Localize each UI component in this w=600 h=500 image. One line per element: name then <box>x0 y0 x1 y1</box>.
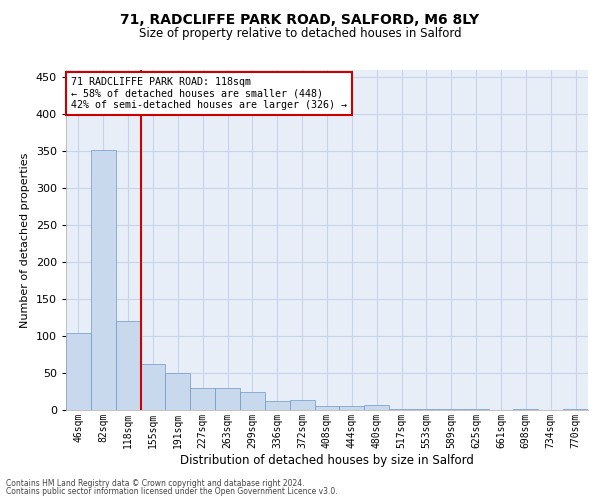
Text: Size of property relative to detached houses in Salford: Size of property relative to detached ho… <box>139 28 461 40</box>
Bar <box>166 373 190 410</box>
Bar <box>389 408 414 410</box>
Bar <box>215 388 240 410</box>
Bar <box>290 400 314 410</box>
Bar <box>314 406 340 410</box>
Text: Contains public sector information licensed under the Open Government Licence v3: Contains public sector information licen… <box>6 487 338 496</box>
Bar <box>364 405 389 410</box>
Bar <box>140 364 166 410</box>
Bar <box>240 392 265 410</box>
X-axis label: Distribution of detached houses by size in Salford: Distribution of detached houses by size … <box>180 454 474 466</box>
Bar <box>116 322 140 410</box>
Text: Contains HM Land Registry data © Crown copyright and database right 2024.: Contains HM Land Registry data © Crown c… <box>6 478 305 488</box>
Bar <box>66 333 91 410</box>
Bar <box>91 150 116 410</box>
Bar <box>190 388 215 410</box>
Y-axis label: Number of detached properties: Number of detached properties <box>20 152 30 328</box>
Text: 71 RADCLIFFE PARK ROAD: 118sqm
← 58% of detached houses are smaller (448)
42% of: 71 RADCLIFFE PARK ROAD: 118sqm ← 58% of … <box>71 77 347 110</box>
Bar <box>439 408 464 410</box>
Bar <box>414 408 439 410</box>
Bar <box>265 401 290 410</box>
Bar <box>563 408 588 410</box>
Bar <box>340 406 364 410</box>
Text: 71, RADCLIFFE PARK ROAD, SALFORD, M6 8LY: 71, RADCLIFFE PARK ROAD, SALFORD, M6 8LY <box>121 12 479 26</box>
